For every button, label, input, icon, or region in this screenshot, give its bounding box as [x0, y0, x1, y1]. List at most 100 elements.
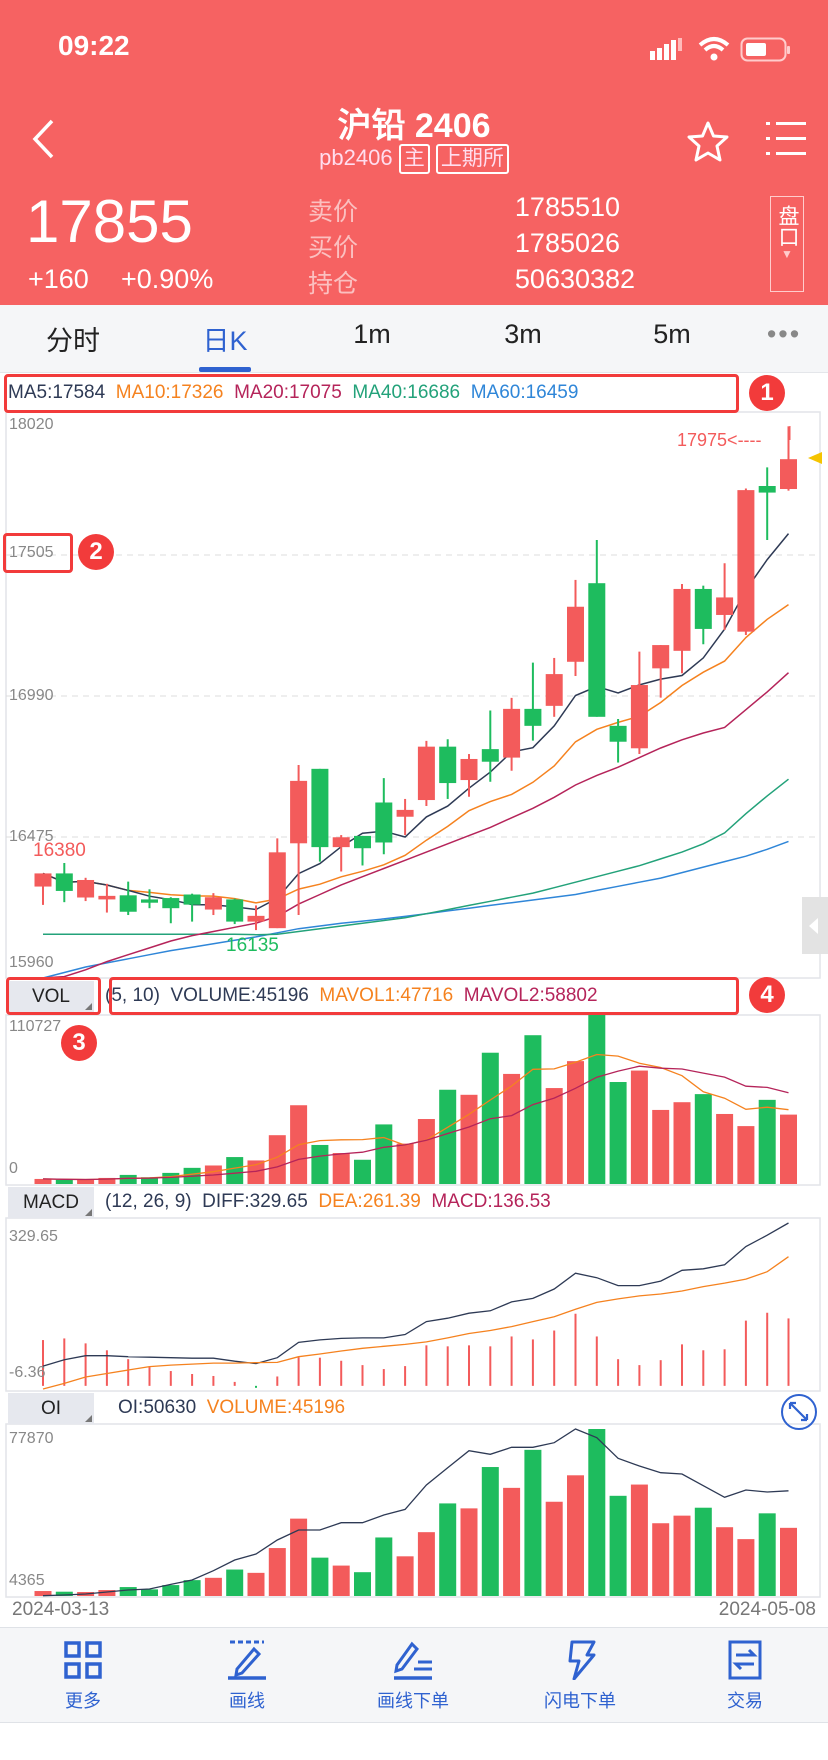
dea-value: DEA:261.39	[318, 1191, 421, 1212]
volume-bar	[34, 1178, 52, 1184]
nav-label: 更多	[65, 1691, 101, 1711]
tab-daily-k[interactable]: 日K	[202, 326, 248, 356]
candle-body	[481, 749, 499, 762]
exchange-tag: 上期所	[435, 144, 509, 174]
macd-axis-bottom: -6.36	[9, 1364, 46, 1381]
oi-volume-bar	[460, 1508, 478, 1596]
candle-body	[439, 746, 457, 784]
volume-bar	[268, 1135, 286, 1184]
tab-3m[interactable]: 3m	[504, 319, 542, 349]
price-axis-label: 15960	[9, 954, 54, 971]
oi-volume-bar	[183, 1580, 201, 1596]
page-title: 沪铅 2406	[337, 107, 491, 145]
candle-body	[311, 768, 329, 848]
nav-flash-order[interactable]: 闪电下单	[510, 1628, 650, 1724]
volume-bar	[673, 1102, 691, 1184]
quote-price: 50630	[514, 264, 590, 294]
candle-body	[354, 835, 371, 849]
volume-bar	[609, 1082, 627, 1184]
macd-indicator-button[interactable]: MACD	[8, 1187, 94, 1218]
oi-volume-bar	[481, 1467, 499, 1596]
quote-label: 持仓	[308, 270, 359, 298]
quote-row-ask: 卖价 17855 10	[308, 192, 648, 228]
oi-volume-bar	[34, 1591, 52, 1596]
candle-body	[503, 708, 521, 758]
macd-value: MACD:136.53	[431, 1191, 551, 1212]
expand-icon[interactable]	[780, 1393, 818, 1431]
nav-trade[interactable]: 交易	[675, 1628, 815, 1724]
candle-body	[77, 879, 95, 898]
volume-bar	[758, 1099, 776, 1184]
ma5-value: MA5:17584	[8, 382, 106, 403]
last-price: 17855	[26, 188, 193, 255]
chevron-left-icon	[809, 918, 818, 934]
volume-bar	[439, 1089, 457, 1184]
oi-volume-bar	[119, 1587, 137, 1596]
price-axis-label: 18020	[9, 416, 54, 433]
candle-body	[460, 758, 478, 781]
ma10-line	[42, 603, 789, 904]
quote-price: 17855	[514, 192, 590, 222]
oi-volume-bar	[226, 1569, 244, 1596]
volume-bar	[460, 1094, 478, 1184]
oi-indicator-button[interactable]: OI	[8, 1393, 94, 1424]
nav-label: 交易	[727, 1691, 763, 1711]
volume-bar	[737, 1126, 755, 1184]
oi-volume-bar	[268, 1548, 286, 1596]
status-time: 09:22	[58, 30, 130, 61]
mavol2-line	[42, 1065, 789, 1181]
tab-fenshi[interactable]: 分时	[46, 326, 100, 356]
oi-volume-bar	[354, 1572, 371, 1596]
oi-volume-bar	[694, 1507, 712, 1596]
oi-volume-bar	[141, 1589, 158, 1596]
grid-icon	[64, 1641, 102, 1679]
vol-legend: (5, 10) VOLUME:45196 MAVOL1:47716 MAVOL2…	[105, 985, 598, 1007]
active-tab-indicator	[199, 367, 251, 372]
nav-draw-line[interactable]: 画线	[177, 1628, 317, 1724]
diff-value: DIFF:329.65	[202, 1191, 308, 1212]
wifi-icon	[698, 37, 730, 61]
pankou-button[interactable]: 盘口 ▼	[770, 196, 804, 292]
volume-bar	[588, 1014, 606, 1184]
vol-axis-top: 110727	[9, 1018, 62, 1035]
ma40-line	[43, 778, 789, 936]
candle-body	[55, 873, 73, 891]
ma20-line	[42, 672, 790, 979]
menu-icon[interactable]	[766, 120, 808, 156]
oi-volume-bar	[375, 1537, 393, 1596]
volume-bar	[652, 1109, 670, 1184]
annotation-box-3	[6, 977, 101, 1015]
macd-legend: (12, 26, 9) DIFF:329.65 DEA:261.39 MACD:…	[105, 1191, 551, 1213]
more-tabs-icon[interactable]: •••	[766, 319, 802, 349]
price-axis-label: 17505	[9, 544, 54, 561]
vol-indicator-button[interactable]: VOL	[8, 981, 94, 1012]
quote-qty: 26	[590, 228, 621, 258]
macd-axis-top: 329.65	[9, 1228, 58, 1245]
annotation-box-1	[4, 374, 739, 413]
price-change: +160	[28, 264, 89, 294]
oi-volume-bar	[247, 1572, 265, 1596]
ma60-value: MA60:16459	[470, 382, 579, 403]
oi-volume-bar	[98, 1590, 116, 1596]
oi-volume-bar	[290, 1518, 308, 1596]
oi-volume-bar	[417, 1532, 435, 1596]
ma60-line	[42, 840, 789, 979]
candle-body	[290, 780, 308, 844]
tab-5m[interactable]: 5m	[653, 319, 691, 349]
nav-draw-order[interactable]: 画线下单	[343, 1628, 483, 1724]
ma40-value: MA40:16686	[352, 382, 461, 403]
marked-price-label: 16380	[33, 840, 86, 861]
diff-line	[42, 1222, 789, 1367]
ma20-value: MA20:17075	[234, 382, 342, 403]
back-icon[interactable]	[30, 118, 56, 160]
tab-1m[interactable]: 1m	[353, 319, 391, 349]
nav-label: 画线	[229, 1691, 265, 1711]
star-icon[interactable]	[686, 120, 730, 164]
pankou-label: 盘口	[776, 205, 799, 247]
candle-body	[694, 588, 712, 629]
quote-price: 17850	[514, 228, 590, 258]
nav-more[interactable]: 更多	[13, 1628, 153, 1724]
volume-bar	[524, 1035, 542, 1184]
volume-bar	[396, 1143, 414, 1184]
